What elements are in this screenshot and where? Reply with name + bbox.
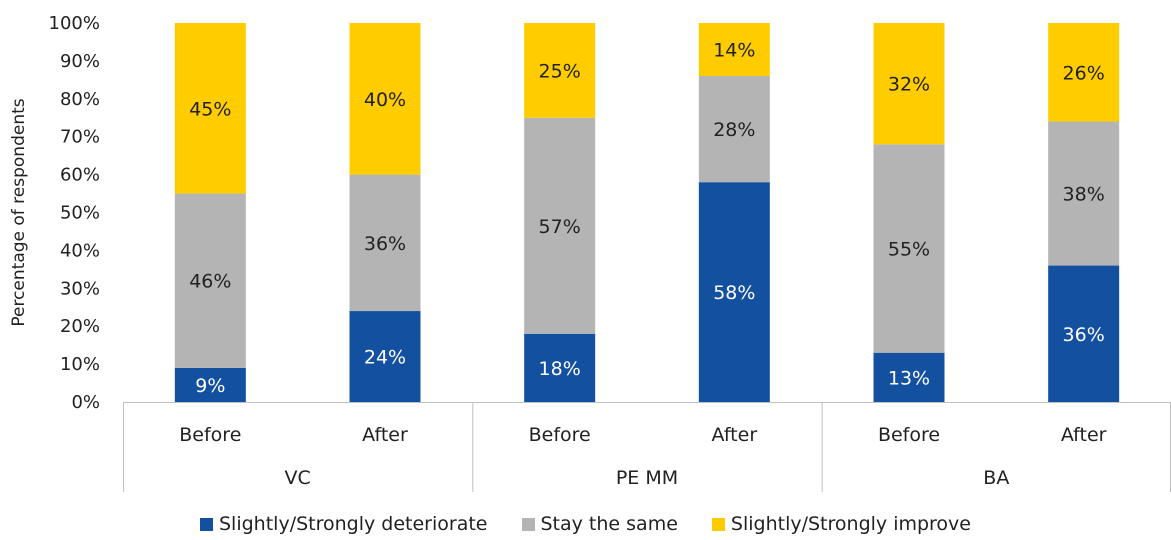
data-label: 55% xyxy=(888,239,930,261)
data-label: 58% xyxy=(713,282,755,304)
data-label: 13% xyxy=(888,367,930,389)
legend-label-same: Stay the same xyxy=(540,513,678,535)
y-tick-label: 100% xyxy=(49,13,100,34)
legend: Slightly/Strongly deteriorate Stay the s… xyxy=(0,510,1171,538)
data-label: 32% xyxy=(888,74,930,96)
data-label: 28% xyxy=(713,119,755,141)
y-tick-label: 0% xyxy=(71,392,100,413)
bar-segment xyxy=(873,352,945,402)
data-label: 36% xyxy=(1063,324,1105,346)
bar-segment xyxy=(349,311,421,402)
legend-swatch-improve xyxy=(711,517,725,531)
data-label: 9% xyxy=(195,375,225,397)
group-label: PE MM xyxy=(616,467,678,489)
data-label: 57% xyxy=(539,216,581,238)
legend-item-improve: Slightly/Strongly improve xyxy=(711,513,971,535)
data-label: 25% xyxy=(539,60,581,82)
bar-segment xyxy=(524,117,596,334)
bar-segment xyxy=(174,193,246,368)
y-tick-label: 90% xyxy=(60,51,100,72)
bar-segment xyxy=(1048,121,1120,266)
bar-segment xyxy=(698,76,770,183)
y-tick-label: 70% xyxy=(60,127,100,148)
data-label: 26% xyxy=(1063,62,1105,84)
y-tick-label: 30% xyxy=(60,278,100,299)
data-label: 18% xyxy=(539,358,581,380)
x-tick-label: After xyxy=(712,424,758,446)
legend-item-same: Stay the same xyxy=(521,513,678,535)
legend-label-improve: Slightly/Strongly improve xyxy=(730,513,971,535)
x-tick-label: Before xyxy=(878,424,940,446)
y-tick-label: 50% xyxy=(60,203,100,224)
bar-segment xyxy=(1048,23,1120,122)
bar-segment xyxy=(349,23,421,175)
stacked-bar-chart: Percentage of respondents 0% 10% 20% 30% 40% 5… xyxy=(9,13,1171,492)
bar-segment xyxy=(524,333,596,402)
bar-segment xyxy=(174,23,246,194)
y-tick-label: 80% xyxy=(60,89,100,110)
bar-segment xyxy=(174,367,246,402)
group-label: VC xyxy=(285,467,311,489)
legend-item-deteriorate: Slightly/Strongly deteriorate xyxy=(200,513,488,535)
bar-segment xyxy=(873,23,945,145)
y-tick-label: 20% xyxy=(60,316,100,337)
group-label: BA xyxy=(983,467,1009,489)
y-tick-label: 40% xyxy=(60,240,100,261)
data-label: 46% xyxy=(189,271,231,293)
bar-segment xyxy=(698,23,770,77)
bar-segment xyxy=(349,174,421,312)
bar-segment xyxy=(524,23,596,118)
x-tick-label: Before xyxy=(179,424,241,446)
bar-segment xyxy=(1048,265,1120,402)
legend-swatch-same xyxy=(521,517,535,531)
data-label: 45% xyxy=(189,98,231,120)
y-tick-label: 60% xyxy=(60,165,100,186)
data-label: 38% xyxy=(1063,184,1105,206)
data-label: 36% xyxy=(364,233,406,255)
x-tick-label: Before xyxy=(529,424,591,446)
legend-label-deteriorate: Slightly/Strongly deteriorate xyxy=(219,513,488,535)
legend-swatch-deteriorate xyxy=(200,517,213,531)
x-tick-label: After xyxy=(1061,424,1107,446)
data-label: 14% xyxy=(713,40,755,62)
bar-segment xyxy=(698,182,770,402)
x-tick-label: After xyxy=(362,424,408,446)
bar-segment xyxy=(873,144,945,353)
data-label: 24% xyxy=(364,347,406,369)
y-tick-label: 10% xyxy=(60,354,100,375)
y-axis-label: Percentage of respondents xyxy=(9,98,29,326)
data-label: 40% xyxy=(364,89,406,111)
